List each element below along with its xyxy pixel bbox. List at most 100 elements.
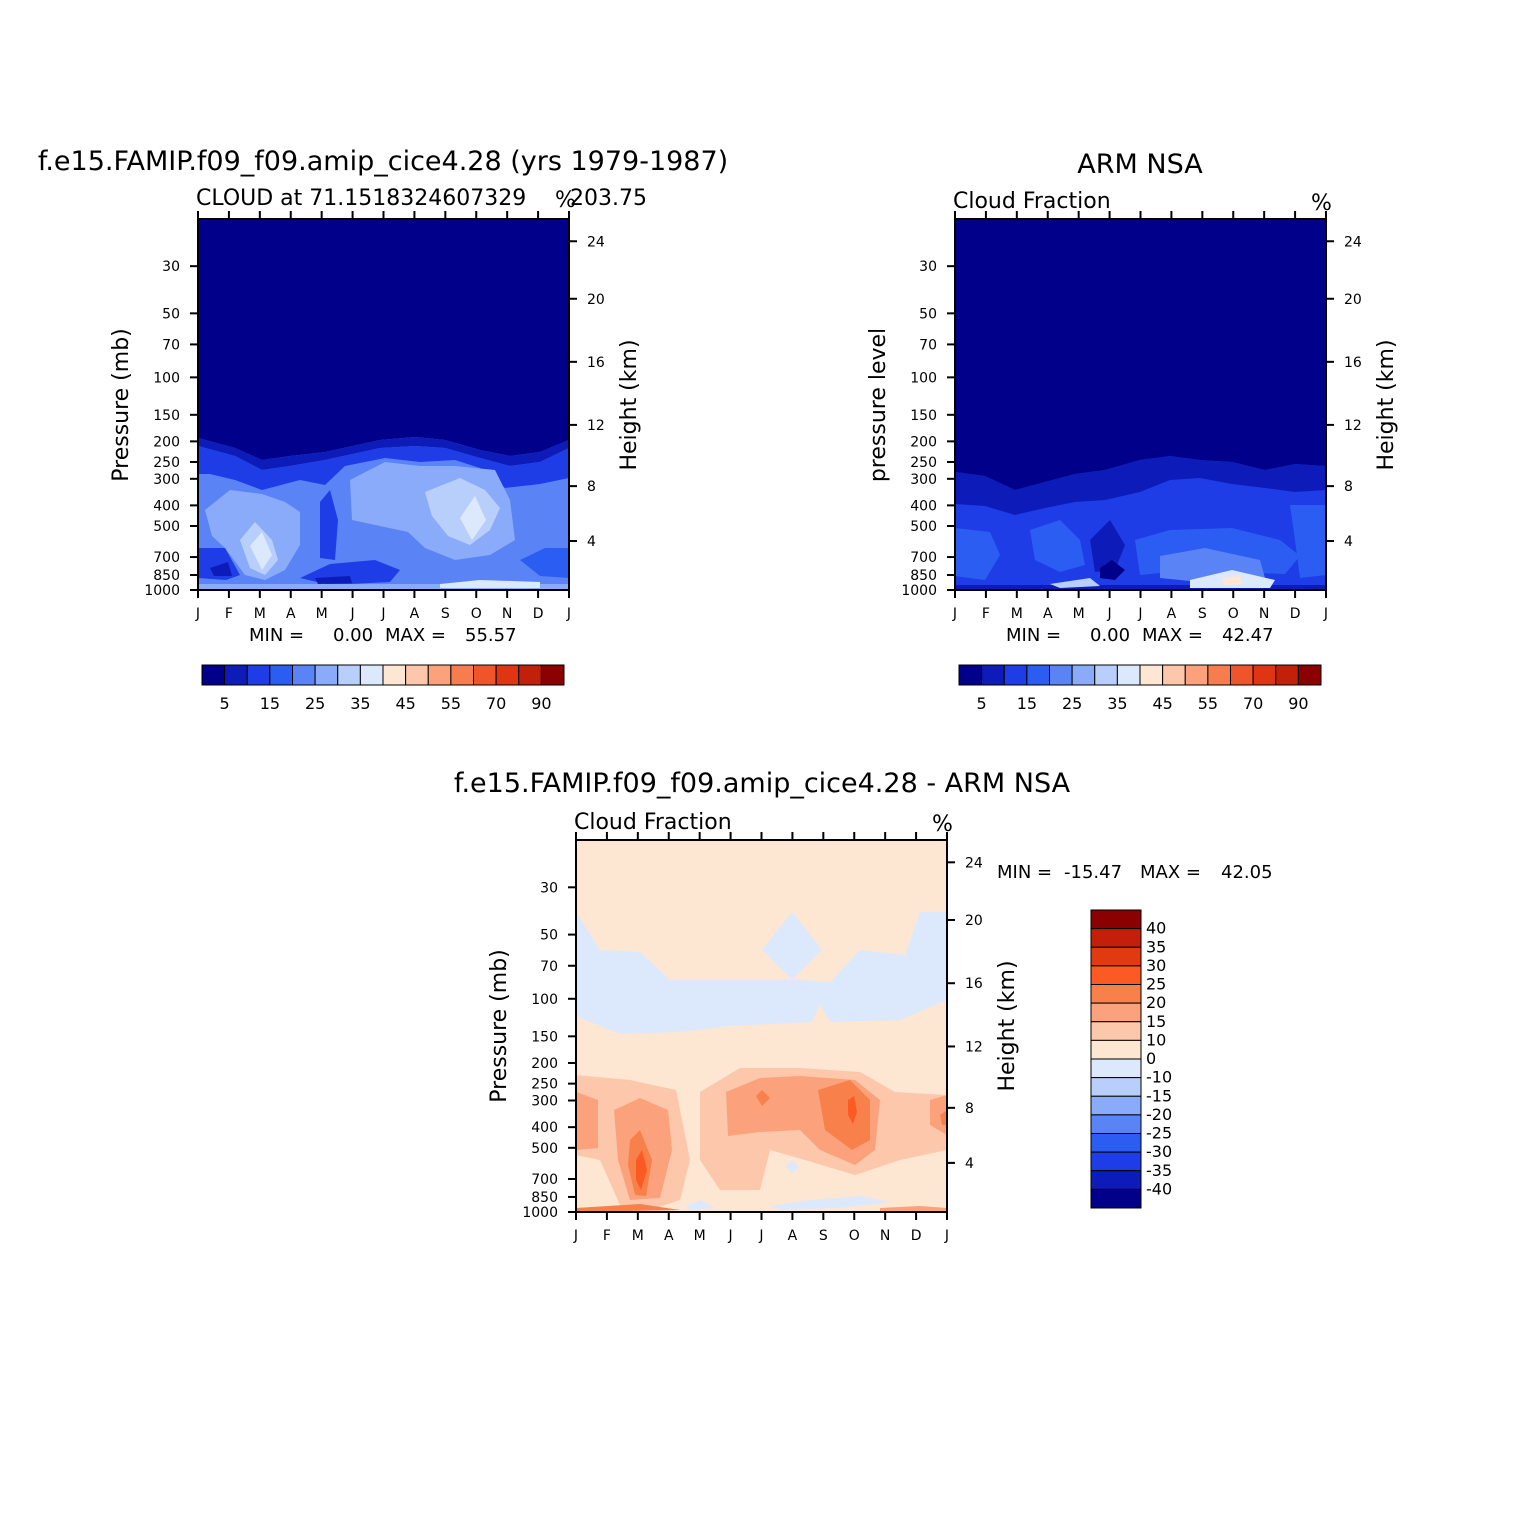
x-tick-label: F <box>225 606 233 622</box>
colorbar-label: 0 <box>1146 1049 1156 1068</box>
colorbar-swatch <box>1090 1133 1142 1153</box>
x-tick-label: A <box>664 1228 674 1244</box>
x-tick-label: J <box>1137 606 1142 622</box>
colorbar-swatch <box>1090 1170 1142 1190</box>
colorbar-label: 15 <box>260 694 280 713</box>
colorbar-label: 20 <box>1146 993 1166 1012</box>
colorbar-swatch <box>382 664 407 686</box>
colorbar-swatch <box>1090 1021 1142 1041</box>
panel1-contour-level-2b <box>320 490 338 560</box>
x-tick-label: D <box>1290 606 1301 622</box>
x-tick-label: D <box>533 606 544 622</box>
colorbar-swatch <box>201 664 226 686</box>
colorbar-swatch <box>958 664 983 686</box>
colorbar-label: 30 <box>1146 956 1166 975</box>
height-tick-label: 24 <box>1344 234 1362 250</box>
x-tick-label: J <box>1323 606 1328 622</box>
colorbar-swatch <box>1090 965 1142 985</box>
height-tick-label: 4 <box>1344 534 1353 550</box>
height-tick-label: 12 <box>965 1039 983 1055</box>
height-tick-label: 20 <box>965 913 983 929</box>
y-tick-label: 700 <box>531 1172 558 1188</box>
colorbar-swatch <box>314 664 339 686</box>
colorbar-swatch <box>224 664 248 686</box>
height-tick-label: 20 <box>1344 292 1362 308</box>
colorbar-swatch <box>1184 664 1209 686</box>
colorbar-label: 25 <box>1146 975 1166 994</box>
panel1-subtitle-longitude: 203.75 <box>570 186 647 211</box>
colorbar-swatch <box>1275 664 1299 686</box>
colorbar-label: 25 <box>1062 694 1082 713</box>
panel2-title: ARM NSA <box>1077 149 1203 180</box>
y-tick-label: 1000 <box>522 1205 558 1221</box>
panel2-contour-level-3 <box>955 528 1000 580</box>
panel1-max-value: 55.57 <box>465 625 517 646</box>
y-tick-label: 850 <box>531 1190 558 1206</box>
x-tick-label: J <box>758 1228 763 1244</box>
panel2-contour-level-3d <box>1290 505 1326 578</box>
panel1-subtitle: CLOUD at 71.1518324607329 <box>196 186 526 211</box>
y-tick-label: 50 <box>919 306 937 322</box>
panel3-subtitle: Cloud Fraction <box>574 810 732 835</box>
panel3-contour-negative-e <box>770 1196 890 1210</box>
colorbar-swatch <box>540 664 565 686</box>
x-tick-label: A <box>286 606 296 622</box>
panel2-max-label: MAX = <box>1142 625 1203 646</box>
panel1-contour-level-5b <box>425 478 500 545</box>
y-tick-label: 50 <box>162 306 180 322</box>
colorbar-swatch <box>1090 984 1142 1004</box>
panel3-max-label: MAX = <box>1140 862 1201 883</box>
x-tick-label: F <box>982 606 990 622</box>
x-tick-label: A <box>1043 606 1053 622</box>
x-tick-label: N <box>502 606 512 622</box>
colorbar-swatch <box>1003 664 1028 686</box>
x-tick-label: A <box>410 606 420 622</box>
colorbar-swatch <box>1090 1151 1142 1172</box>
panel1-min-label: MIN = <box>249 625 304 646</box>
y-tick-label: 70 <box>162 337 180 353</box>
colorbar-label: 90 <box>1288 694 1308 713</box>
colorbar-label: 35 <box>350 694 370 713</box>
colorbar-label: -15 <box>1146 1086 1172 1105</box>
y-tick-label: 250 <box>531 1077 558 1093</box>
colorbar-label: 10 <box>1146 1030 1166 1049</box>
panel-model: f.e15.FAMIP.f09_f09.amip_cice4.28 (yrs 1… <box>38 146 728 713</box>
panel2-colorbar: 5 15 25 35 45 55 70 90 <box>958 664 1322 713</box>
colorbar-label: 70 <box>486 694 506 713</box>
panel3-contour-negative-d <box>686 1200 715 1210</box>
panel1-units: % <box>555 188 576 213</box>
x-tick-label: O <box>471 606 482 622</box>
panel3-contours <box>576 840 947 1212</box>
panel-observation: ARM NSA Cloud Fraction % J F M A M J J A S O N D J 30… <box>866 149 1399 713</box>
panel1-contour-level-6b <box>460 496 486 540</box>
y-tick-label: 300 <box>531 1094 558 1110</box>
panel1-max-label: MAX = <box>385 625 446 646</box>
x-tick-label: J <box>944 1228 949 1244</box>
y-tick-label: 850 <box>153 568 180 584</box>
y-tick-label: 100 <box>153 370 180 386</box>
colorbar-label: 40 <box>1146 919 1166 938</box>
y-tick-label: 70 <box>540 959 558 975</box>
colorbar-swatch <box>292 664 316 686</box>
colorbar-swatch <box>1090 1095 1142 1116</box>
panel2-contour-level-3b <box>1030 520 1085 572</box>
panel1-contour-level-6c <box>440 580 540 588</box>
panel3-ylabel-right: Height (km) <box>995 960 1020 1091</box>
colorbar-label: 90 <box>531 694 551 713</box>
x-tick-label: J <box>195 606 200 622</box>
height-tick-label: 12 <box>587 418 605 434</box>
colorbar-label: 15 <box>1146 1012 1166 1031</box>
y-tick-label: 400 <box>910 498 937 514</box>
x-tick-label: M <box>1073 606 1085 622</box>
panel3-max-value: 42.05 <box>1221 862 1273 883</box>
x-tick-label: S <box>819 1228 828 1244</box>
colorbar-swatch <box>1026 664 1050 686</box>
panel3-contour-level-25b <box>848 1096 857 1124</box>
panel2-contour-level-1 <box>955 456 1326 515</box>
colorbar-swatch <box>1090 1114 1142 1134</box>
colorbar-swatch <box>1090 909 1142 930</box>
y-tick-label: 30 <box>919 259 937 275</box>
panel3-ylabel: Pressure (mb) <box>487 949 512 1103</box>
